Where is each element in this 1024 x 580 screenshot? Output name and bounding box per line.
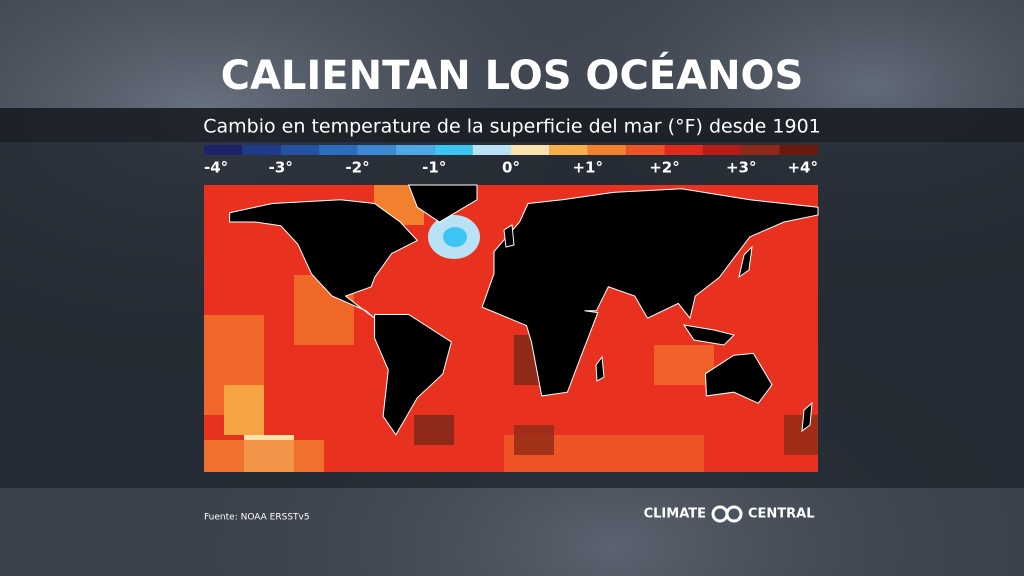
colorbar-segment (395, 145, 435, 155)
ocean-patch (784, 415, 818, 455)
colorbar-segment (779, 145, 818, 155)
cool-patch (443, 227, 467, 247)
colorbar-segment (511, 145, 550, 155)
australia (704, 352, 773, 404)
north-america (229, 199, 419, 319)
source: Fuente: NOAA ERSSTv5 (204, 513, 310, 523)
indonesia (682, 324, 735, 346)
colorbar-segment (204, 145, 243, 155)
ocean-patch (414, 415, 454, 445)
colorbar-label: -1° (422, 159, 446, 177)
colorbar-segment (280, 145, 320, 155)
colorbar-segment (357, 145, 396, 155)
colorbar-label: +2° (649, 159, 680, 177)
greenland (407, 184, 478, 223)
south-america (374, 314, 452, 436)
logo-right: CENTRAL (748, 507, 815, 522)
colorbar-label: -4° (204, 159, 228, 177)
ocean-patch (204, 440, 324, 472)
colorbar-label: -2° (345, 159, 369, 177)
subtitle: Cambio en temperature de la superficie d… (203, 116, 821, 138)
title: CALIENTAN LOS OCÉANOS (221, 51, 804, 99)
colorbar-segment (702, 145, 742, 155)
madagascar (595, 355, 605, 382)
colorbar-label: 0° (502, 159, 520, 177)
colorbar-segment (587, 145, 627, 155)
logo-ring (725, 505, 743, 523)
ocean-patch (654, 345, 714, 385)
new-zealand (801, 401, 813, 433)
colorbar-segment (472, 145, 511, 155)
ocean-patch (224, 385, 264, 435)
eurasia-africa (481, 188, 819, 397)
colorbar-label: +1° (572, 159, 603, 177)
colorbar-label: +4° (787, 159, 818, 177)
map (204, 184, 819, 472)
colorbar-segment (319, 145, 358, 155)
colorbar-segment (434, 145, 473, 155)
japan (738, 245, 753, 279)
uk (503, 224, 515, 248)
colorbar-segment (549, 145, 588, 155)
colorbar-segment (741, 145, 780, 155)
subtitle-band (0, 108, 1024, 142)
colorbar-segment (626, 145, 665, 155)
colorbar: -4° -3° -2° -1° 0° +1° +2° +3° +4° (204, 145, 818, 177)
land (229, 184, 819, 436)
colorbar-label: -3° (269, 159, 293, 177)
ocean-patch (514, 425, 554, 455)
logo-left: CLIMATE (644, 507, 706, 522)
colorbar-segment (664, 145, 703, 155)
colorbar-label: +3° (726, 159, 757, 177)
colorbar-segment (242, 145, 281, 155)
